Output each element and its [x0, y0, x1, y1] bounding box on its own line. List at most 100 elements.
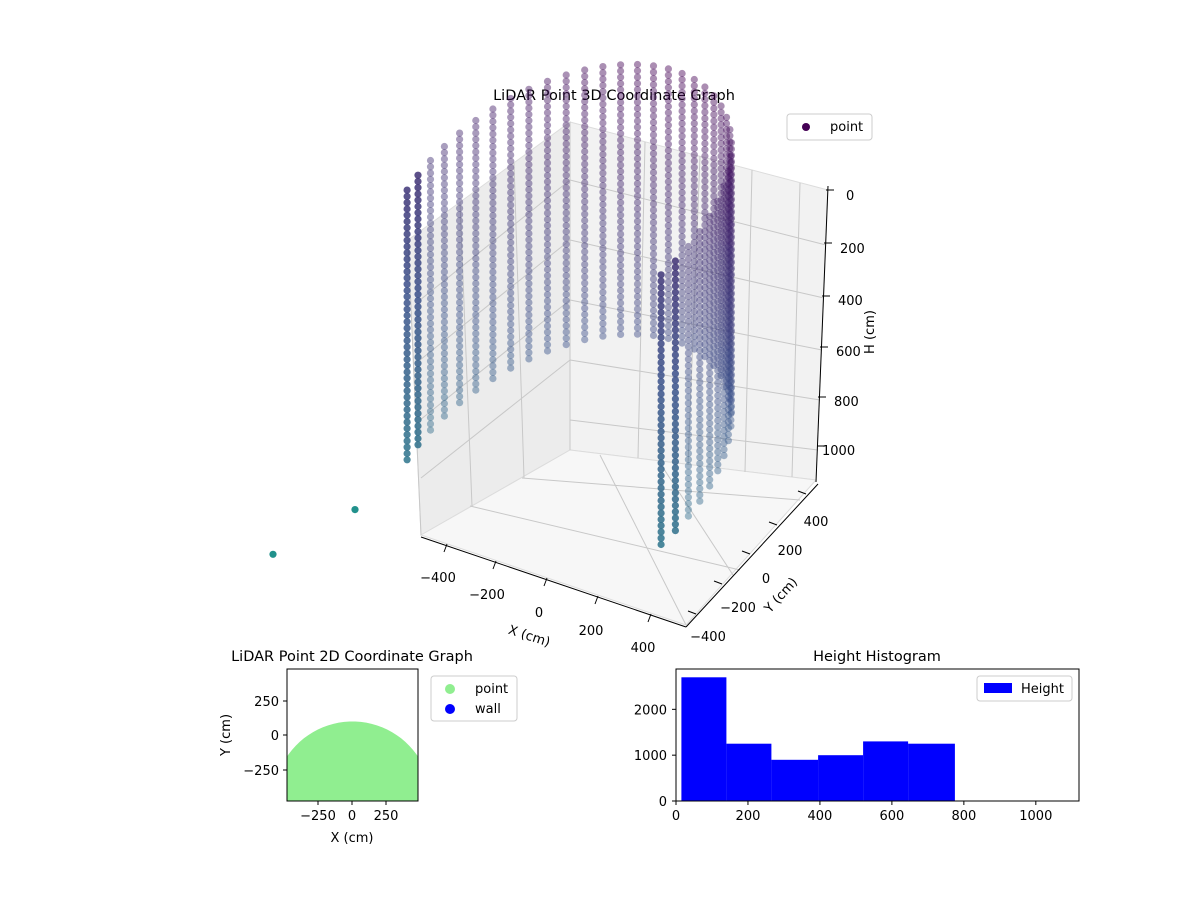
point-3d: [633, 129, 642, 138]
point-3d: [414, 209, 422, 217]
point-3d: [617, 98, 625, 106]
point-3d: [633, 292, 642, 301]
point-3d: [472, 273, 480, 281]
point-3d: [727, 253, 735, 261]
point-3d: [543, 197, 552, 205]
point-3d: [717, 190, 725, 198]
point-3d: [403, 249, 411, 257]
z-axis-label: H (cm): [863, 310, 878, 354]
point-3d: [724, 230, 733, 238]
point-3d: [562, 140, 570, 148]
point-3d: [617, 211, 625, 219]
point-3d: [720, 364, 728, 372]
point-3d: [649, 263, 658, 271]
point-3d: [696, 359, 704, 367]
point-3d: [722, 289, 731, 297]
point-3d: [690, 126, 698, 134]
point-3d: [507, 289, 515, 297]
point-3d: [414, 334, 422, 342]
point-3d: [722, 188, 731, 197]
point-3d: [724, 324, 733, 332]
point-3d: [507, 326, 515, 335]
point-3d: [706, 275, 714, 283]
point-3d: [720, 427, 728, 435]
y-tick-label: −200: [720, 601, 756, 616]
point-3d: [403, 274, 411, 282]
point-3d: [701, 277, 709, 285]
point-3d: [696, 378, 704, 386]
point-3d: [664, 171, 673, 180]
point-3d: [722, 326, 731, 334]
point-3d: [581, 78, 589, 87]
point-3d: [489, 180, 497, 188]
point-3d: [714, 329, 722, 337]
point-3d: [657, 296, 665, 304]
point-3d: [617, 280, 625, 288]
point-3d: [664, 309, 673, 317]
point-3d: [664, 334, 673, 343]
point-3d: [472, 135, 480, 143]
point-3d: [678, 239, 686, 247]
point-3d: [696, 485, 704, 493]
point-3d: [426, 251, 435, 259]
point-3d: [472, 330, 480, 338]
point-3d: [440, 218, 448, 226]
histogram-bar: [771, 759, 819, 802]
point-3d: [617, 61, 625, 69]
point-3d: [717, 227, 725, 235]
point-3d: [489, 205, 497, 213]
point-3d: [456, 229, 464, 237]
point-3d: [671, 351, 680, 359]
point-3d: [426, 213, 435, 221]
point-3d: [701, 284, 709, 292]
point-3d: [599, 213, 607, 221]
point-3d: [507, 189, 515, 197]
point-3d: [426, 388, 435, 397]
point-3d: [690, 201, 698, 209]
point-3d: [657, 384, 665, 392]
point-3d: [727, 333, 736, 341]
point-3d: [717, 252, 725, 261]
point-3d: [714, 228, 722, 237]
point-3d: [472, 179, 480, 187]
point-3d: [525, 324, 533, 332]
point-3d: [726, 238, 734, 246]
x-tick-mark: [543, 577, 548, 587]
point-3d: [706, 438, 714, 446]
point-3d: [722, 320, 731, 328]
point-3d: [472, 223, 480, 231]
point-3d: [414, 397, 422, 405]
point-3d: [710, 355, 718, 363]
point-3d: [617, 236, 625, 244]
point-3d: [472, 198, 480, 206]
point-3d: [690, 207, 698, 215]
point-3d: [617, 268, 625, 276]
point-3d: [633, 224, 642, 232]
point-3d: [717, 158, 725, 166]
y-tick-label: 400: [804, 515, 829, 530]
point-3d: [671, 338, 680, 347]
point-3d: [617, 142, 625, 150]
point-3d: [426, 401, 435, 409]
point-3d: [696, 322, 704, 330]
point-3d: [657, 346, 665, 354]
legend-2d-marker-point: [445, 684, 455, 694]
point-3d: [701, 215, 709, 223]
point-3d: [727, 272, 735, 280]
point-3d: [489, 243, 497, 251]
point-3d: [706, 212, 714, 220]
point-3d: [403, 243, 411, 251]
point-3d: [664, 146, 673, 154]
grid-line: [569, 239, 825, 299]
point-3d: [617, 255, 625, 263]
point-3d: [525, 135, 533, 144]
point-3d: [440, 349, 448, 357]
histogram-x-tick-label: 200: [736, 809, 761, 824]
point-3d: [706, 231, 714, 239]
point-3d: [657, 453, 665, 461]
y-tick-label: 200: [778, 544, 803, 559]
point-3d: [456, 305, 464, 313]
point-3d: [456, 192, 464, 200]
point-3d: [724, 393, 733, 401]
point-3d: [456, 148, 464, 156]
